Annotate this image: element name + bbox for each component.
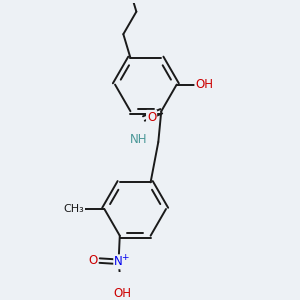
- Text: NH: NH: [130, 133, 147, 146]
- Text: O: O: [88, 254, 97, 267]
- Text: O: O: [147, 111, 156, 124]
- Text: CH₃: CH₃: [63, 204, 84, 214]
- Text: OH: OH: [196, 78, 214, 91]
- Text: OH: OH: [113, 287, 131, 300]
- Text: +: +: [121, 253, 128, 262]
- Text: N: N: [114, 255, 123, 268]
